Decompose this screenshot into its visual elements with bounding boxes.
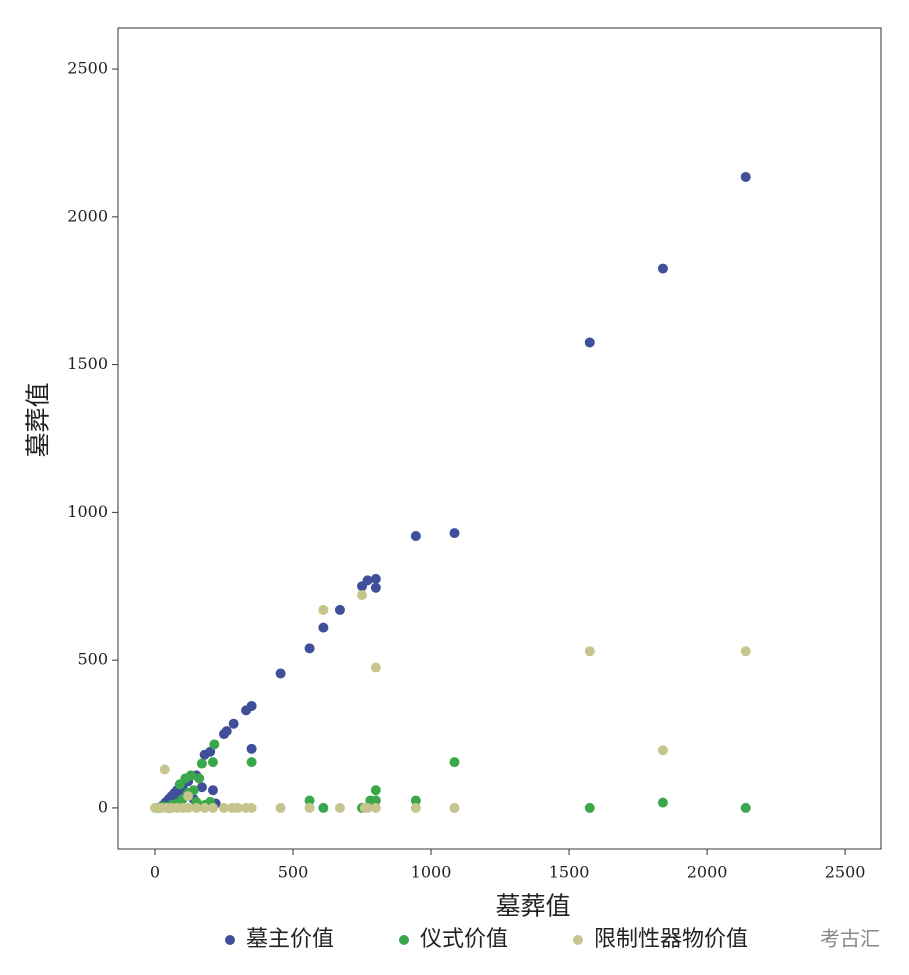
point <box>449 757 460 768</box>
point <box>318 622 329 633</box>
y-tick-label: 0 <box>98 797 108 816</box>
point <box>159 764 170 775</box>
x-tick-label: 1000 <box>411 863 452 882</box>
point <box>194 773 205 784</box>
point <box>304 802 315 813</box>
point <box>370 582 381 593</box>
point <box>199 749 210 760</box>
point <box>410 531 421 542</box>
point <box>196 758 207 769</box>
y-tick-label: 500 <box>77 650 108 669</box>
watermark: 考古汇 <box>820 927 880 951</box>
point <box>228 718 239 729</box>
point <box>410 795 421 806</box>
point <box>584 646 595 657</box>
point <box>334 802 345 813</box>
point <box>241 705 252 716</box>
point <box>449 802 460 813</box>
point <box>196 782 207 793</box>
point <box>246 757 257 768</box>
legend-marker <box>399 935 409 945</box>
point <box>584 337 595 348</box>
point <box>370 802 381 813</box>
x-tick-label: 500 <box>278 863 309 882</box>
point <box>334 604 345 615</box>
legend-label: 仪式价值 <box>420 927 508 952</box>
point <box>357 590 368 601</box>
point <box>318 802 329 813</box>
y-tick-label: 2000 <box>67 206 108 225</box>
y-tick-label: 1000 <box>67 502 108 521</box>
point <box>275 668 286 679</box>
point <box>584 802 595 813</box>
x-tick-label: 2500 <box>825 863 866 882</box>
point <box>740 646 751 657</box>
legend-label: 墓主价值 <box>246 927 334 952</box>
point <box>246 743 257 754</box>
point <box>410 802 421 813</box>
point <box>370 785 381 796</box>
y-tick-label: 1500 <box>67 354 108 373</box>
x-tick-label: 2000 <box>687 863 728 882</box>
point <box>657 797 668 808</box>
point <box>227 802 238 813</box>
point <box>318 604 329 615</box>
point <box>169 788 180 799</box>
point <box>275 802 286 813</box>
point <box>241 802 252 813</box>
point <box>449 528 460 539</box>
point <box>149 802 160 813</box>
point <box>199 802 210 813</box>
x-tick-label: 1500 <box>549 863 590 882</box>
legend-marker <box>573 935 583 945</box>
point <box>359 802 370 813</box>
point <box>370 573 381 584</box>
point <box>191 802 202 813</box>
point <box>207 785 218 796</box>
x-axis-title: 墓葬值 <box>495 892 570 921</box>
point <box>304 795 315 806</box>
plot-frame <box>117 27 882 850</box>
point <box>370 662 381 673</box>
point <box>207 757 218 768</box>
point <box>657 745 668 756</box>
y-axis-title: 墓葬值 <box>24 382 53 457</box>
y-tick-label: 2500 <box>67 59 108 78</box>
legend-label: 限制性器物价值 <box>594 927 748 952</box>
point <box>207 802 218 813</box>
x-tick-label: 0 <box>150 863 160 882</box>
legend-marker <box>225 935 235 945</box>
point <box>219 802 230 813</box>
point <box>304 643 315 654</box>
point <box>209 739 220 750</box>
point <box>357 581 368 592</box>
point <box>183 791 194 802</box>
point <box>740 802 751 813</box>
point <box>740 171 751 182</box>
point <box>657 263 668 274</box>
point <box>219 729 230 740</box>
point <box>174 779 185 790</box>
